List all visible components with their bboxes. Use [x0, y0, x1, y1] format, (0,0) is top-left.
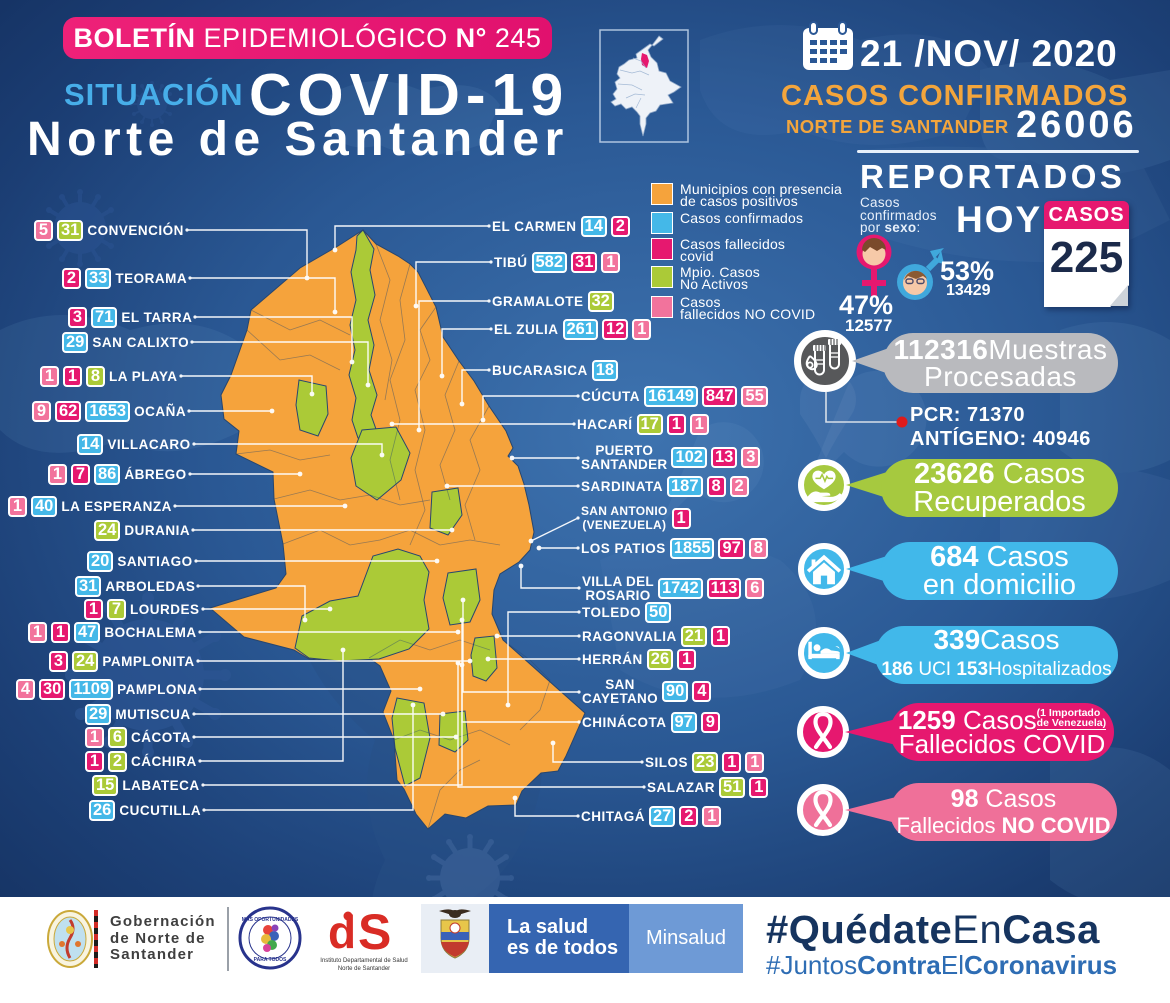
svg-text:Instituto Departamental de Sal: Instituto Departamental de Salud [320, 958, 407, 964]
svg-text:Norte de Santander: Norte de Santander [338, 966, 390, 972]
svg-text:MÁS OPORTUNIDADES: MÁS OPORTUNIDADES [242, 916, 299, 923]
svg-text:S: S [358, 906, 391, 960]
svg-text:PARA TODOS: PARA TODOS [254, 957, 287, 963]
